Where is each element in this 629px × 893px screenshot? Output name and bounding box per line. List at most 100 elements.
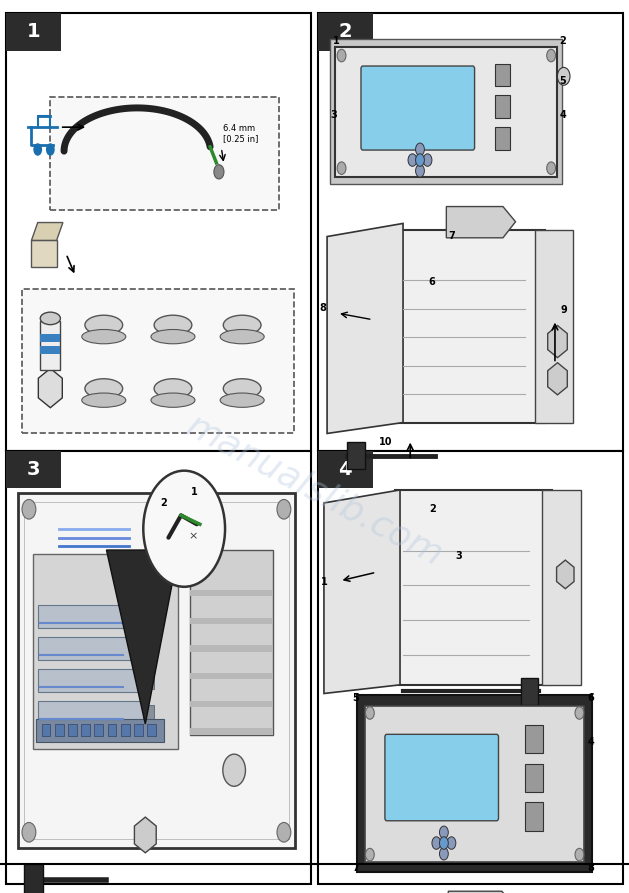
Text: 5: 5 (559, 76, 566, 86)
Circle shape (22, 822, 36, 842)
Bar (38, 637, 143, 660)
Bar (55, 724, 64, 737)
Polygon shape (557, 560, 574, 588)
Bar (143, 672, 154, 689)
Circle shape (547, 49, 555, 62)
Bar (134, 724, 143, 737)
Circle shape (575, 706, 584, 719)
Bar (24, 502, 289, 839)
Bar (398, 230, 545, 422)
Text: 4: 4 (587, 737, 594, 747)
Bar (81, 724, 90, 737)
Ellipse shape (151, 330, 195, 344)
Bar (190, 617, 273, 624)
Bar (42, 724, 50, 737)
Ellipse shape (85, 379, 123, 398)
Bar (40, 346, 60, 355)
Polygon shape (135, 817, 156, 853)
Circle shape (440, 847, 448, 860)
Circle shape (440, 826, 448, 839)
Ellipse shape (154, 379, 192, 398)
Circle shape (277, 822, 291, 842)
Bar (6, 451, 61, 488)
Text: 1: 1 (333, 36, 340, 46)
Bar (40, 334, 60, 342)
Text: 8: 8 (587, 863, 594, 872)
Polygon shape (106, 550, 179, 724)
Text: 4: 4 (338, 460, 352, 479)
Circle shape (416, 143, 425, 155)
Bar (190, 701, 273, 707)
Bar (494, 63, 510, 87)
Circle shape (440, 837, 448, 849)
Bar (494, 96, 510, 118)
Text: 2: 2 (338, 22, 352, 41)
Ellipse shape (151, 393, 195, 407)
Bar (33, 554, 178, 749)
Bar (121, 724, 130, 737)
Bar (6, 13, 311, 451)
Bar (190, 646, 273, 652)
Bar (347, 442, 365, 469)
Polygon shape (31, 240, 57, 267)
Circle shape (33, 143, 42, 155)
Bar (190, 550, 273, 735)
Circle shape (22, 499, 36, 519)
Bar (22, 289, 294, 433)
Ellipse shape (154, 315, 192, 335)
Circle shape (337, 162, 346, 174)
Bar (40, 321, 60, 371)
Text: 6.4 mm
[0.25 in]: 6.4 mm [0.25 in] (223, 124, 258, 143)
Circle shape (337, 49, 346, 62)
Bar (395, 490, 552, 685)
Circle shape (365, 706, 374, 719)
Circle shape (432, 837, 441, 849)
Text: 7: 7 (448, 230, 455, 241)
Bar (68, 724, 77, 737)
Circle shape (416, 154, 425, 166)
Circle shape (365, 848, 374, 861)
Text: 1: 1 (27, 22, 40, 41)
Circle shape (423, 154, 432, 166)
Bar (143, 705, 154, 721)
Bar (38, 605, 143, 628)
Bar (18, 493, 295, 848)
Ellipse shape (220, 393, 264, 407)
Bar (36, 719, 164, 742)
Text: manualslib.com: manualslib.com (181, 409, 448, 573)
Bar (24, 864, 43, 893)
Polygon shape (548, 363, 567, 395)
Bar (521, 678, 538, 705)
Text: 6: 6 (587, 693, 594, 704)
Bar (365, 705, 584, 862)
Bar (50, 96, 279, 211)
Bar (494, 127, 510, 150)
Circle shape (447, 837, 456, 849)
Circle shape (277, 499, 291, 519)
Bar (318, 451, 372, 488)
Circle shape (143, 471, 225, 587)
Text: 3: 3 (330, 110, 337, 121)
FancyBboxPatch shape (385, 734, 499, 821)
Bar (525, 724, 543, 753)
Text: 5: 5 (352, 693, 359, 704)
Text: 7: 7 (352, 863, 359, 872)
Polygon shape (38, 369, 62, 408)
Bar (38, 701, 143, 724)
Text: 2: 2 (429, 504, 436, 513)
Bar (94, 724, 103, 737)
Polygon shape (324, 490, 400, 694)
Bar (108, 724, 116, 737)
Text: 10: 10 (379, 437, 392, 447)
Text: 2: 2 (559, 36, 566, 46)
FancyBboxPatch shape (335, 46, 557, 177)
Text: 9: 9 (560, 305, 567, 315)
Bar (6, 451, 311, 884)
Ellipse shape (40, 313, 60, 325)
FancyBboxPatch shape (361, 66, 475, 150)
Text: 1: 1 (191, 487, 198, 497)
Circle shape (557, 67, 570, 85)
Polygon shape (448, 891, 515, 893)
Ellipse shape (82, 393, 126, 407)
Bar (143, 640, 154, 656)
